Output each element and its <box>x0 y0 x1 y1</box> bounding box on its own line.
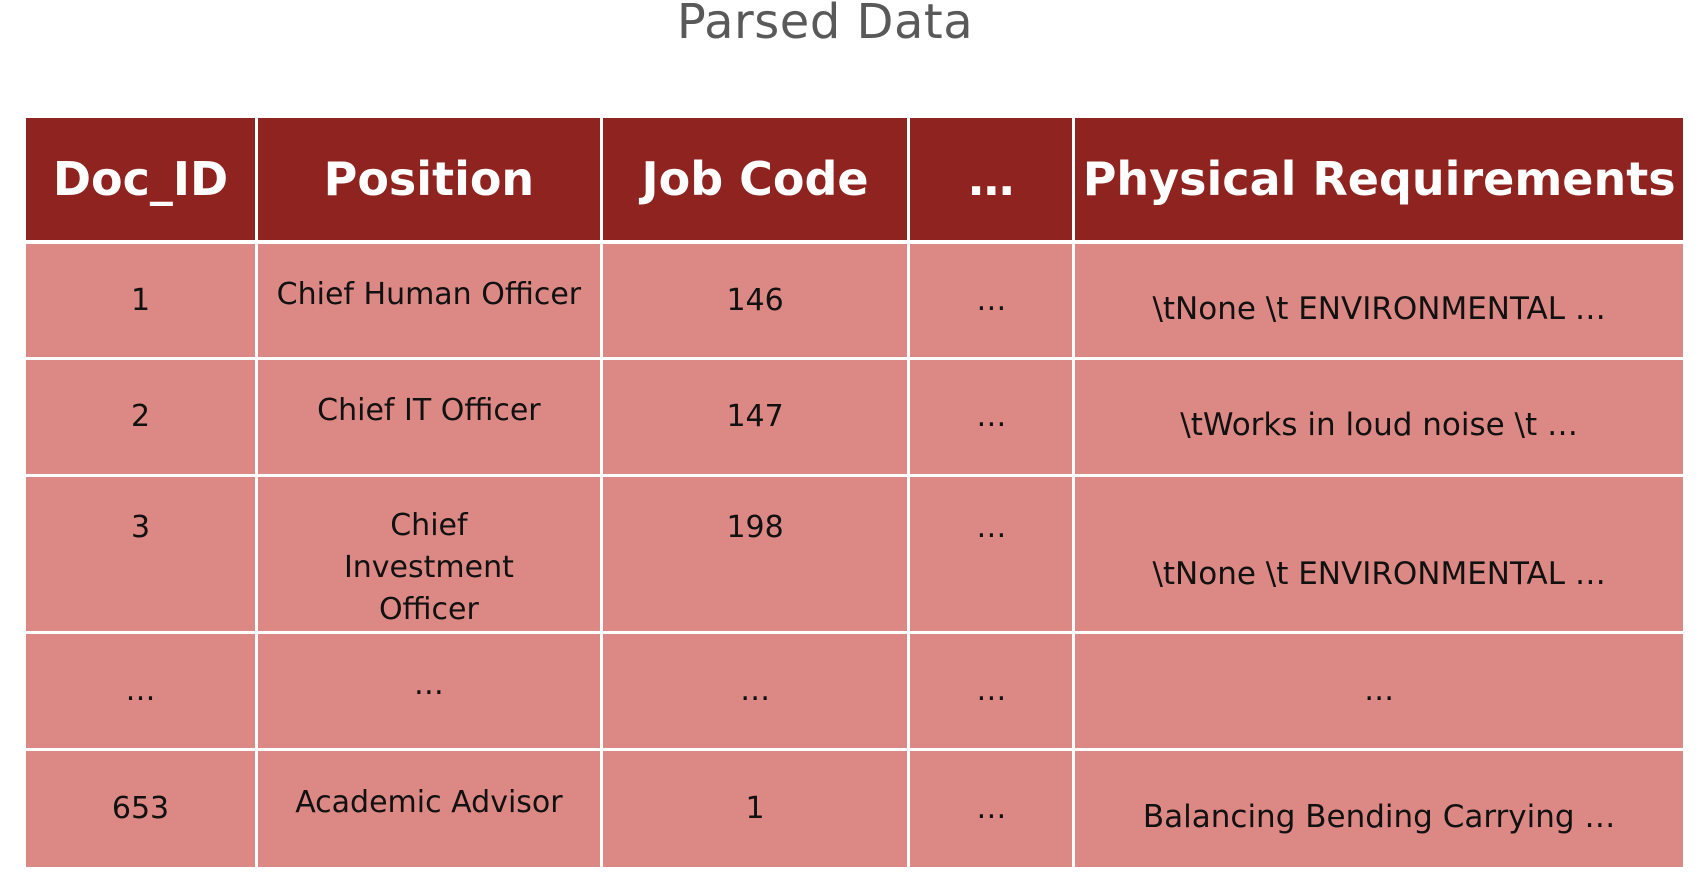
cell-position-text: Chief Human Officer <box>276 276 582 312</box>
cell-ellipsis: … <box>910 477 1076 634</box>
cell-doc-id-text: 653 <box>111 791 170 826</box>
cell-doc-id: 653 <box>26 751 258 867</box>
cell-position: Chief IT Officer <box>258 360 603 477</box>
cell-doc-id: … <box>26 634 258 751</box>
cell-physical-requirements: \tNone \t ENVIRONMENTAL … <box>1075 244 1683 360</box>
cell-ellipsis-text: … <box>976 791 1007 826</box>
cell-ellipsis-text: … <box>976 399 1007 434</box>
cell-physical-requirements: \tNone \t ENVIRONMENTAL … <box>1075 477 1683 634</box>
cell-position: Chief Human Officer <box>258 244 603 360</box>
cell-job-code-text: 1 <box>745 791 765 826</box>
cell-ellipsis-text: … <box>976 282 1007 318</box>
cell-job-code-text: 147 <box>726 399 784 434</box>
cell-position: … <box>258 634 603 751</box>
column-header-physical-requirements: Physical Requirements <box>1075 118 1683 244</box>
column-header-doc-id: Doc_ID <box>26 118 258 244</box>
cell-physical-requirements-text: \tNone \t ENVIRONMENTAL … <box>1152 556 1606 592</box>
column-header-ellipsis: … <box>910 118 1076 244</box>
cell-job-code: … <box>602 634 911 751</box>
column-header-position: Position <box>258 118 603 244</box>
cell-doc-id: 2 <box>26 360 258 477</box>
cell-position-text: Chief Investment Officer <box>343 508 514 627</box>
cell-position: Chief Investment Officer <box>258 477 603 634</box>
column-header-job-code: Job Code <box>602 118 911 244</box>
table-row: 1 Chief Human Officer 146 … \tNone \t EN… <box>26 244 1683 360</box>
cell-physical-requirements-text: … <box>1364 673 1395 708</box>
cell-doc-id-text: 2 <box>130 399 151 434</box>
cell-ellipsis-text: … <box>976 510 1007 545</box>
cell-doc-id-text: 1 <box>130 282 151 318</box>
cell-job-code-text: 146 <box>726 282 784 318</box>
table-row: 2 Chief IT Officer 147 … \tWorks in loud… <box>26 360 1683 477</box>
table-header-row: Doc_ID Position Job Code … Physical Requ… <box>26 118 1683 244</box>
cell-ellipsis: … <box>910 244 1076 360</box>
cell-job-code: 1 <box>602 751 911 867</box>
cell-ellipsis: … <box>910 751 1076 867</box>
cell-job-code: 146 <box>602 244 911 360</box>
cell-physical-requirements: … <box>1075 634 1683 751</box>
cell-job-code-text: … <box>740 673 771 708</box>
cell-physical-requirements-text: \tNone \t ENVIRONMENTAL … <box>1152 290 1606 327</box>
cell-physical-requirements: Balancing Bending Carrying … <box>1075 751 1683 867</box>
cell-job-code-text: 198 <box>726 510 784 545</box>
cell-doc-id: 3 <box>26 477 258 634</box>
parsed-data-table: Doc_ID Position Job Code … Physical Requ… <box>26 118 1683 867</box>
cell-position-text: … <box>413 667 444 702</box>
cell-ellipsis: … <box>910 634 1076 751</box>
cell-doc-id-text: 3 <box>130 510 151 545</box>
cell-job-code: 147 <box>602 360 911 477</box>
cell-doc-id: 1 <box>26 244 258 360</box>
cell-physical-requirements-text: \tWorks in loud noise \t … <box>1180 407 1579 443</box>
cell-position-text: Academic Advisor <box>295 785 563 820</box>
cell-ellipsis: … <box>910 360 1076 477</box>
table-row: 653 Academic Advisor 1 … Balancing Bendi… <box>26 751 1683 867</box>
cell-position: Academic Advisor <box>258 751 603 867</box>
page-title: Parsed Data <box>676 0 974 50</box>
cell-physical-requirements: \tWorks in loud noise \t … <box>1075 360 1683 477</box>
cell-position-text: Chief IT Officer <box>317 393 541 428</box>
cell-job-code: 198 <box>602 477 911 634</box>
cell-physical-requirements-text: Balancing Bending Carrying … <box>1142 799 1616 835</box>
cell-ellipsis-text: … <box>976 673 1007 708</box>
table-row: … … … … … <box>26 634 1683 751</box>
cell-doc-id-text: … <box>125 673 156 708</box>
table-row: 3 Chief Investment Officer 198 … \tNone … <box>26 477 1683 634</box>
